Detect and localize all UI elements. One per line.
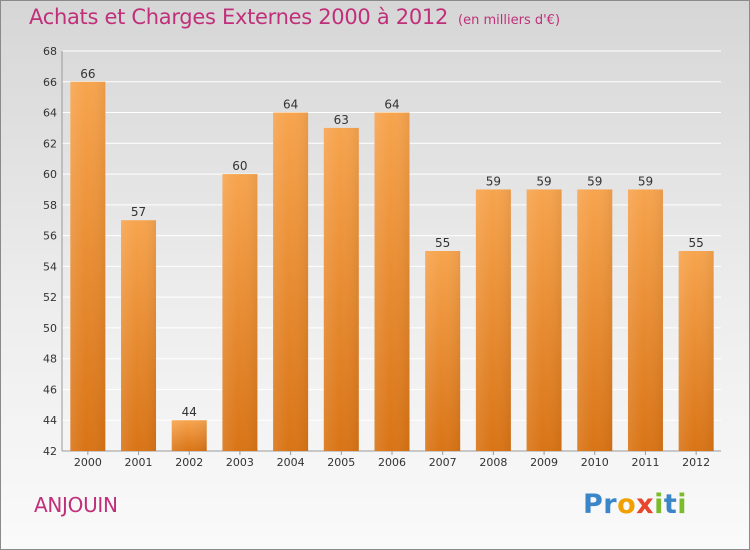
x-tick-label: 2007 <box>429 456 457 469</box>
data-label: 59 <box>587 174 602 188</box>
y-tick-label: 68 <box>43 45 57 58</box>
data-label: 64 <box>384 98 399 112</box>
data-label: 64 <box>283 98 298 112</box>
x-tick-label: 2010 <box>581 456 609 469</box>
data-label: 59 <box>486 174 501 188</box>
y-tick-label: 64 <box>43 107 57 120</box>
y-tick-label: 54 <box>43 260 57 273</box>
plot-area: 42 44 46 48 50 52 54 56 58 60 62 64 66 68 66 2000 57 2001… <box>43 45 721 469</box>
y-tick-label: 50 <box>43 322 57 335</box>
x-tick-label: 2003 <box>226 456 254 469</box>
x-tick-label: 2000 <box>74 456 102 469</box>
commune-name: ANJOUIN <box>34 493 118 517</box>
data-label: 55 <box>689 236 704 250</box>
y-tick-label: 60 <box>43 168 57 181</box>
data-label: 44 <box>182 405 197 419</box>
bar-shade <box>70 81 106 452</box>
y-tick-label: 46 <box>43 383 57 396</box>
y-tick-label: 52 <box>43 291 57 304</box>
proxiti-logo: Proxiti <box>583 489 688 520</box>
y-tick-label: 62 <box>43 137 57 150</box>
bar-shade <box>121 220 157 451</box>
x-tick-label: 2004 <box>277 456 305 469</box>
data-label: 57 <box>131 205 146 219</box>
bar-shade <box>323 127 359 451</box>
y-tick-label: 42 <box>43 445 57 458</box>
data-label: 59 <box>536 174 551 188</box>
bar-shade <box>577 189 613 451</box>
data-label: 59 <box>638 174 653 188</box>
data-label: 63 <box>334 113 349 127</box>
bar-shade <box>526 189 562 451</box>
y-tick-label: 44 <box>43 414 57 427</box>
x-tick-label: 2009 <box>530 456 558 469</box>
bar-shade <box>171 420 207 451</box>
chart-title-text: Achats et Charges Externes 2000 à 2012 <box>29 5 449 29</box>
bar-shade <box>425 251 461 451</box>
bar-shade <box>273 112 309 452</box>
bar-shade <box>475 189 511 451</box>
bar-shade <box>678 251 714 451</box>
bar-shade <box>222 174 258 452</box>
chart-unit: (en milliers d'€) <box>458 13 561 28</box>
x-tick-label: 2006 <box>378 456 406 469</box>
x-tick-label: 2002 <box>175 456 203 469</box>
data-label: 60 <box>232 159 247 173</box>
x-tick-label: 2008 <box>479 456 507 469</box>
x-tick-label: 2001 <box>125 456 153 469</box>
y-tick-label: 66 <box>43 76 57 89</box>
x-tick-label: 2005 <box>327 456 355 469</box>
y-tick-label: 58 <box>43 199 57 212</box>
bar-shade <box>627 189 663 451</box>
y-tick-label: 48 <box>43 353 57 366</box>
x-tick-label: 2012 <box>682 456 710 469</box>
y-tick-label: 56 <box>43 230 57 243</box>
data-label: 66 <box>80 67 95 81</box>
bar-shade <box>374 112 410 452</box>
data-label: 55 <box>435 236 450 250</box>
x-tick-label: 2011 <box>631 456 659 469</box>
chart-title: Achats et Charges Externes 2000 à 2012 (e… <box>29 5 560 29</box>
